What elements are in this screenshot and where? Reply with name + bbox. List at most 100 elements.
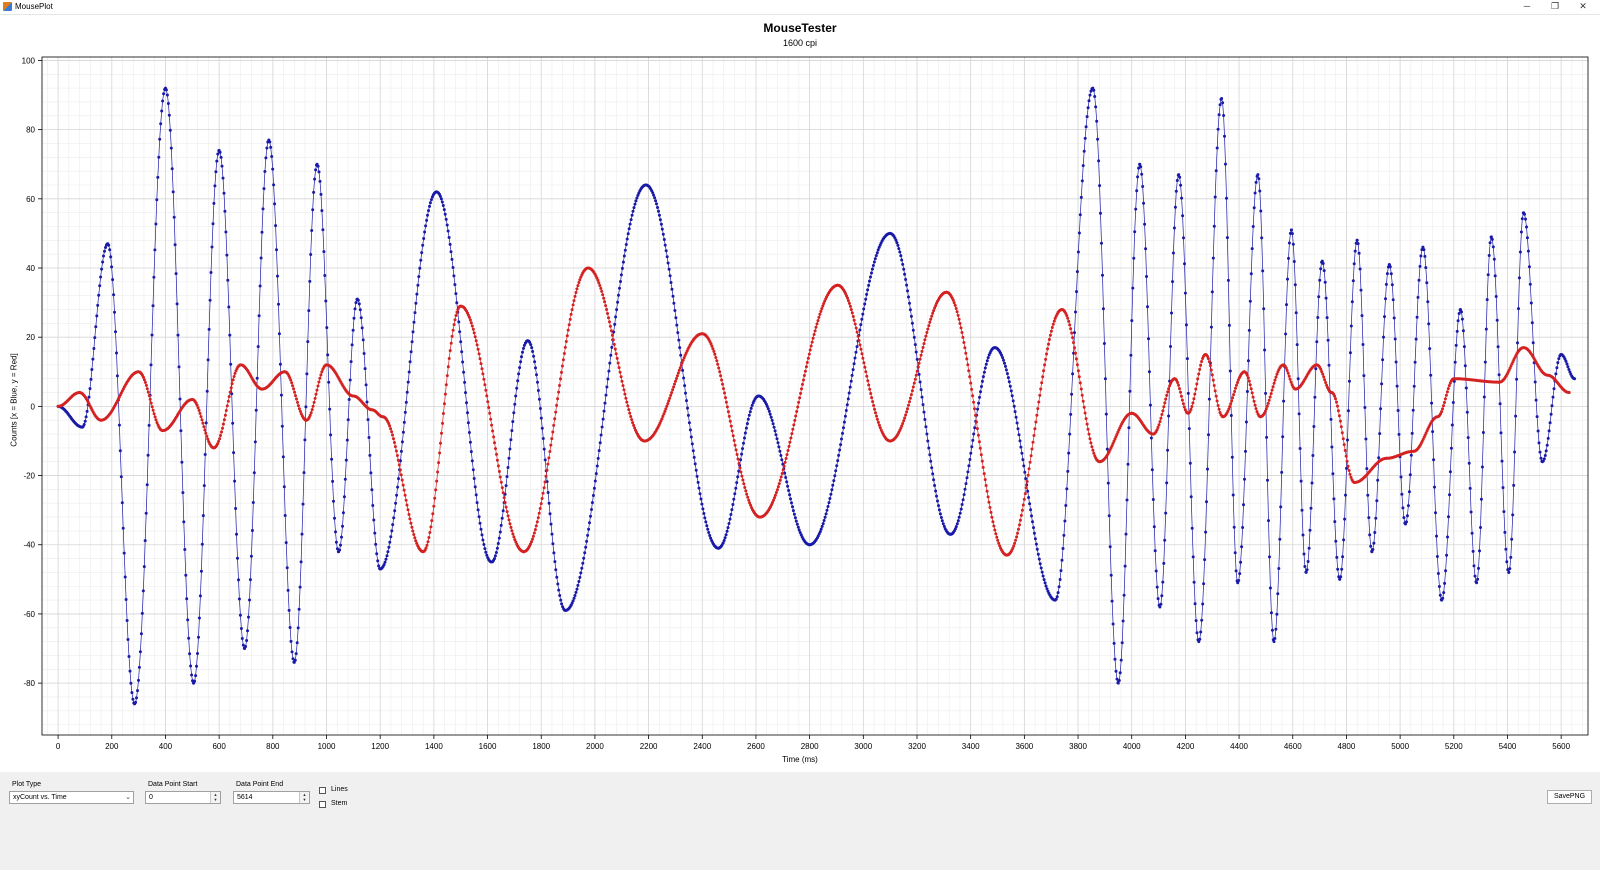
- data-point: [552, 423, 556, 427]
- data-point: [1243, 477, 1246, 481]
- data-point: [213, 184, 217, 188]
- data-point: [1478, 549, 1481, 553]
- data-point: [452, 323, 456, 327]
- data-point: [1040, 381, 1044, 385]
- y-tick-label: 0: [31, 402, 36, 411]
- data-point: [808, 348, 812, 352]
- start-input[interactable]: 0 ▲ ▼: [145, 791, 221, 804]
- data-point: [1054, 597, 1058, 601]
- minimize-button[interactable]: ─: [1523, 1, 1531, 11]
- data-point: [608, 361, 612, 365]
- data-point: [659, 222, 663, 226]
- data-point: [1194, 619, 1198, 623]
- data-point: [96, 303, 100, 307]
- data-point: [1112, 439, 1116, 443]
- x-tick-label: 1600: [479, 742, 497, 751]
- data-point: [491, 429, 495, 433]
- data-point: [600, 425, 604, 429]
- data-point: [1052, 319, 1056, 323]
- data-point: [1421, 245, 1425, 249]
- data-point: [736, 475, 740, 479]
- data-point: [574, 291, 578, 294]
- data-point: [207, 327, 211, 331]
- data-point: [296, 404, 300, 408]
- data-point: [275, 248, 278, 252]
- plot-type-select[interactable]: xyCount vs. Time ⌄: [9, 791, 134, 804]
- data-point: [1159, 416, 1163, 420]
- data-point: [122, 551, 126, 555]
- data-point: [619, 280, 622, 283]
- data-point: [319, 373, 323, 377]
- spin-arrows-icon[interactable]: ▲ ▼: [299, 792, 309, 803]
- data-point: [747, 413, 751, 417]
- lines-checkbox[interactable]: [319, 787, 326, 794]
- data-point: [819, 309, 823, 313]
- data-point: [531, 537, 534, 541]
- data-point: [1047, 338, 1051, 341]
- data-point: [1284, 366, 1288, 370]
- data-point: [206, 437, 210, 441]
- data-point: [1260, 236, 1264, 240]
- data-point: [660, 417, 664, 421]
- data-point: [311, 404, 315, 408]
- x-tick-label: 4200: [1176, 742, 1194, 751]
- x-tick-label: 2000: [586, 742, 604, 751]
- data-point: [536, 389, 540, 392]
- data-point: [976, 433, 980, 437]
- data-point: [994, 532, 998, 536]
- data-point: [1193, 602, 1197, 606]
- data-point: [1215, 399, 1219, 403]
- data-point: [322, 250, 326, 254]
- data-point: [366, 418, 370, 422]
- data-point: [1171, 251, 1175, 255]
- restore-button[interactable]: ❐: [1550, 1, 1560, 11]
- data-point: [1081, 399, 1085, 403]
- data-point: [1336, 404, 1339, 408]
- data-point: [281, 455, 285, 459]
- data-point: [1508, 567, 1512, 571]
- data-point: [1537, 441, 1541, 445]
- data-point: [678, 346, 682, 350]
- data-point: [1262, 307, 1266, 311]
- data-point: [1346, 464, 1350, 468]
- data-point: [1109, 573, 1113, 577]
- data-point: [578, 278, 582, 282]
- data-point: [1308, 528, 1312, 532]
- data-point: [729, 513, 733, 516]
- data-point: [909, 314, 913, 318]
- data-point: [466, 313, 470, 317]
- data-point: [1019, 445, 1023, 449]
- data-point: [1429, 373, 1433, 377]
- series-x: [56, 86, 1577, 706]
- data-point: [300, 532, 304, 536]
- data-point: [1405, 514, 1409, 518]
- close-button[interactable]: ✕: [1579, 1, 1587, 11]
- data-point: [1472, 564, 1476, 568]
- data-point: [559, 377, 562, 381]
- data-point: [846, 397, 850, 401]
- data-point: [620, 379, 624, 383]
- data-point: [1336, 567, 1340, 571]
- stem-checkbox[interactable]: [319, 801, 326, 808]
- data-point: [927, 446, 931, 450]
- data-point: [1245, 390, 1249, 393]
- data-point: [428, 204, 431, 208]
- data-point: [1063, 519, 1067, 523]
- data-point: [926, 327, 930, 331]
- data-point: [1288, 377, 1292, 381]
- x-tick-label: 5200: [1445, 742, 1463, 751]
- data-point: [768, 412, 772, 416]
- data-point: [939, 516, 943, 519]
- end-input[interactable]: 5614 ▲ ▼: [233, 791, 310, 804]
- data-point: [152, 412, 156, 416]
- data-point: [996, 538, 1000, 542]
- data-point: [518, 366, 522, 370]
- data-point: [748, 501, 752, 505]
- data-point: [1000, 353, 1004, 357]
- data-point: [748, 410, 752, 414]
- spin-arrows-icon[interactable]: ▲ ▼: [210, 792, 220, 803]
- data-point: [910, 389, 914, 393]
- data-point: [341, 511, 345, 515]
- save-png-button[interactable]: SavePNG: [1547, 790, 1592, 804]
